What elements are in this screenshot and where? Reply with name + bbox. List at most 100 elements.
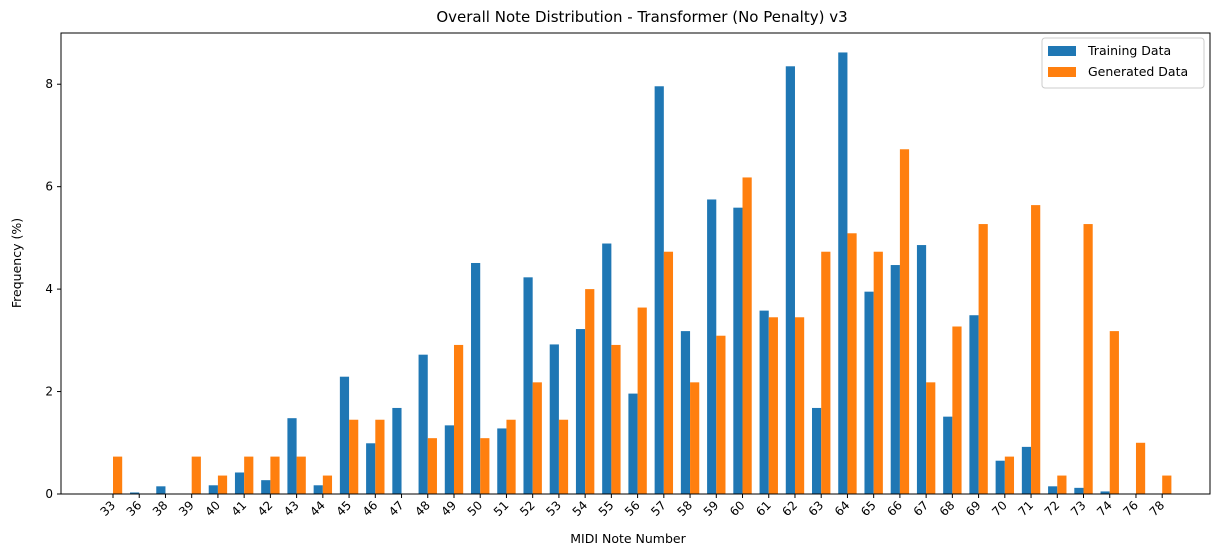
bar-0-70 (995, 460, 1005, 494)
x-tick-label: 63 (806, 498, 827, 519)
bar-0-59 (707, 199, 717, 494)
bar-1-59 (716, 335, 726, 494)
bar-1-58 (690, 382, 700, 494)
bar-0-43 (287, 418, 297, 494)
bar-0-58 (680, 331, 691, 494)
bar-1-62 (794, 317, 805, 494)
series-1 (113, 149, 1172, 495)
y-axis-label: Frequency (%) (9, 218, 24, 308)
bar-0-63 (812, 407, 822, 494)
bar-0-66 (890, 265, 900, 494)
x-axis-ticks: 33 36 38 39 40 41 42 43 44 45 46 47 48 49 50 51 52 53 54 55… (97, 494, 1167, 519)
x-tick-label: 56 (622, 498, 643, 519)
y-tick-label: 0 (45, 487, 53, 501)
axes-frame (60, 32, 1211, 495)
x-tick-label: 50 (465, 498, 486, 519)
x-tick-label: 39 (176, 498, 197, 519)
bar-1-76 (1135, 442, 1146, 494)
y-tick-label: 8 (45, 77, 53, 91)
x-tick-label: 68 (937, 498, 958, 519)
x-tick-label: 48 (412, 498, 433, 519)
bar-1-66 (899, 149, 910, 494)
x-tick-label: 60 (727, 498, 748, 519)
bar-1-42 (270, 456, 280, 494)
bar-1-54 (585, 289, 595, 494)
x-axis-label: MIDI Note Number (570, 531, 686, 546)
legend-box (1041, 37, 1205, 89)
bar-1-41 (244, 456, 254, 494)
bar-1-33 (113, 456, 123, 494)
bar-1-40 (217, 475, 228, 494)
bar-0-64 (838, 52, 848, 495)
bar-0-62 (785, 66, 795, 494)
x-tick-label: 45 (333, 498, 354, 519)
x-tick-label: 73 (1068, 498, 1089, 519)
bar-0-52 (523, 277, 533, 494)
x-tick-label: 59 (701, 498, 722, 519)
bar-0-45 (339, 376, 350, 494)
bar-1-64 (847, 233, 857, 494)
series-0 (130, 52, 1110, 495)
bar-1-49 (453, 344, 464, 494)
bar-1-69 (978, 224, 988, 494)
x-tick-label: 76 (1120, 498, 1141, 519)
bar-0-61 (759, 310, 769, 494)
bar-0-44 (313, 485, 323, 494)
bar-0-65 (864, 291, 874, 494)
y-tick-label: 6 (45, 180, 53, 194)
chart-title: Overall Note Distribution - Transformer … (436, 8, 847, 26)
x-tick-label: 53 (543, 498, 564, 519)
bar-0-41 (234, 472, 245, 494)
bar-0-73 (1074, 487, 1084, 494)
bar-0-46 (366, 443, 376, 494)
x-tick-label: 72 (1042, 498, 1063, 519)
x-tick-label: 43 (281, 498, 302, 519)
bar-1-50 (480, 438, 490, 494)
bar-1-73 (1083, 224, 1093, 494)
x-tick-label: 46 (360, 498, 381, 519)
bar-0-40 (208, 485, 218, 494)
bar-1-78 (1162, 475, 1172, 494)
bar-1-56 (637, 307, 647, 494)
bar-1-63 (821, 251, 831, 494)
bar-1-61 (768, 317, 778, 494)
bar-0-42 (261, 480, 271, 494)
bar-1-60 (742, 177, 752, 494)
bar-0-36 (130, 492, 140, 494)
x-tick-label: 51 (491, 498, 512, 519)
bar-0-69 (969, 315, 979, 494)
bar-1-44 (322, 475, 333, 494)
bar-1-65 (873, 251, 883, 494)
bar-0-51 (497, 428, 507, 494)
x-tick-label: 42 (255, 498, 276, 519)
x-tick-label: 38 (150, 498, 171, 519)
bar-1-46 (375, 419, 385, 494)
x-tick-label: 49 (438, 498, 459, 519)
bar-1-45 (349, 419, 359, 494)
legend-label-1: Generated Data (1088, 64, 1188, 79)
bar-1-53 (558, 419, 569, 494)
plot-area (60, 32, 1211, 495)
x-tick-label: 64 (832, 498, 853, 519)
bar-0-55 (602, 243, 612, 494)
x-tick-label: 44 (307, 498, 328, 519)
bar-1-71 (1031, 205, 1041, 495)
bar-0-48 (418, 354, 428, 494)
x-tick-label: 62 (779, 498, 800, 519)
bar-1-52 (532, 382, 542, 494)
bar-0-56 (628, 393, 638, 494)
bar-1-70 (1004, 456, 1015, 494)
bar-1-72 (1057, 475, 1067, 494)
bar-1-57 (663, 251, 674, 494)
x-tick-label: 66 (884, 498, 905, 519)
bar-1-51 (506, 419, 516, 494)
legend-swatch-0 (1048, 46, 1076, 56)
bar-0-54 (575, 329, 586, 494)
legend: Training Data Generated Data (1041, 37, 1205, 89)
bar-0-38 (156, 486, 166, 494)
bar-0-71 (1021, 446, 1032, 494)
bar-0-50 (471, 262, 481, 494)
y-tick-label: 2 (45, 385, 53, 399)
bar-1-48 (427, 438, 437, 494)
